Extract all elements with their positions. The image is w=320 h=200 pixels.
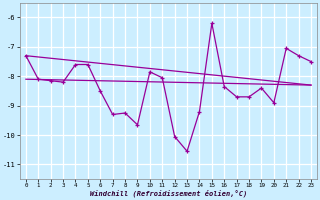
X-axis label: Windchill (Refroidissement éolien,°C): Windchill (Refroidissement éolien,°C)	[90, 190, 247, 197]
